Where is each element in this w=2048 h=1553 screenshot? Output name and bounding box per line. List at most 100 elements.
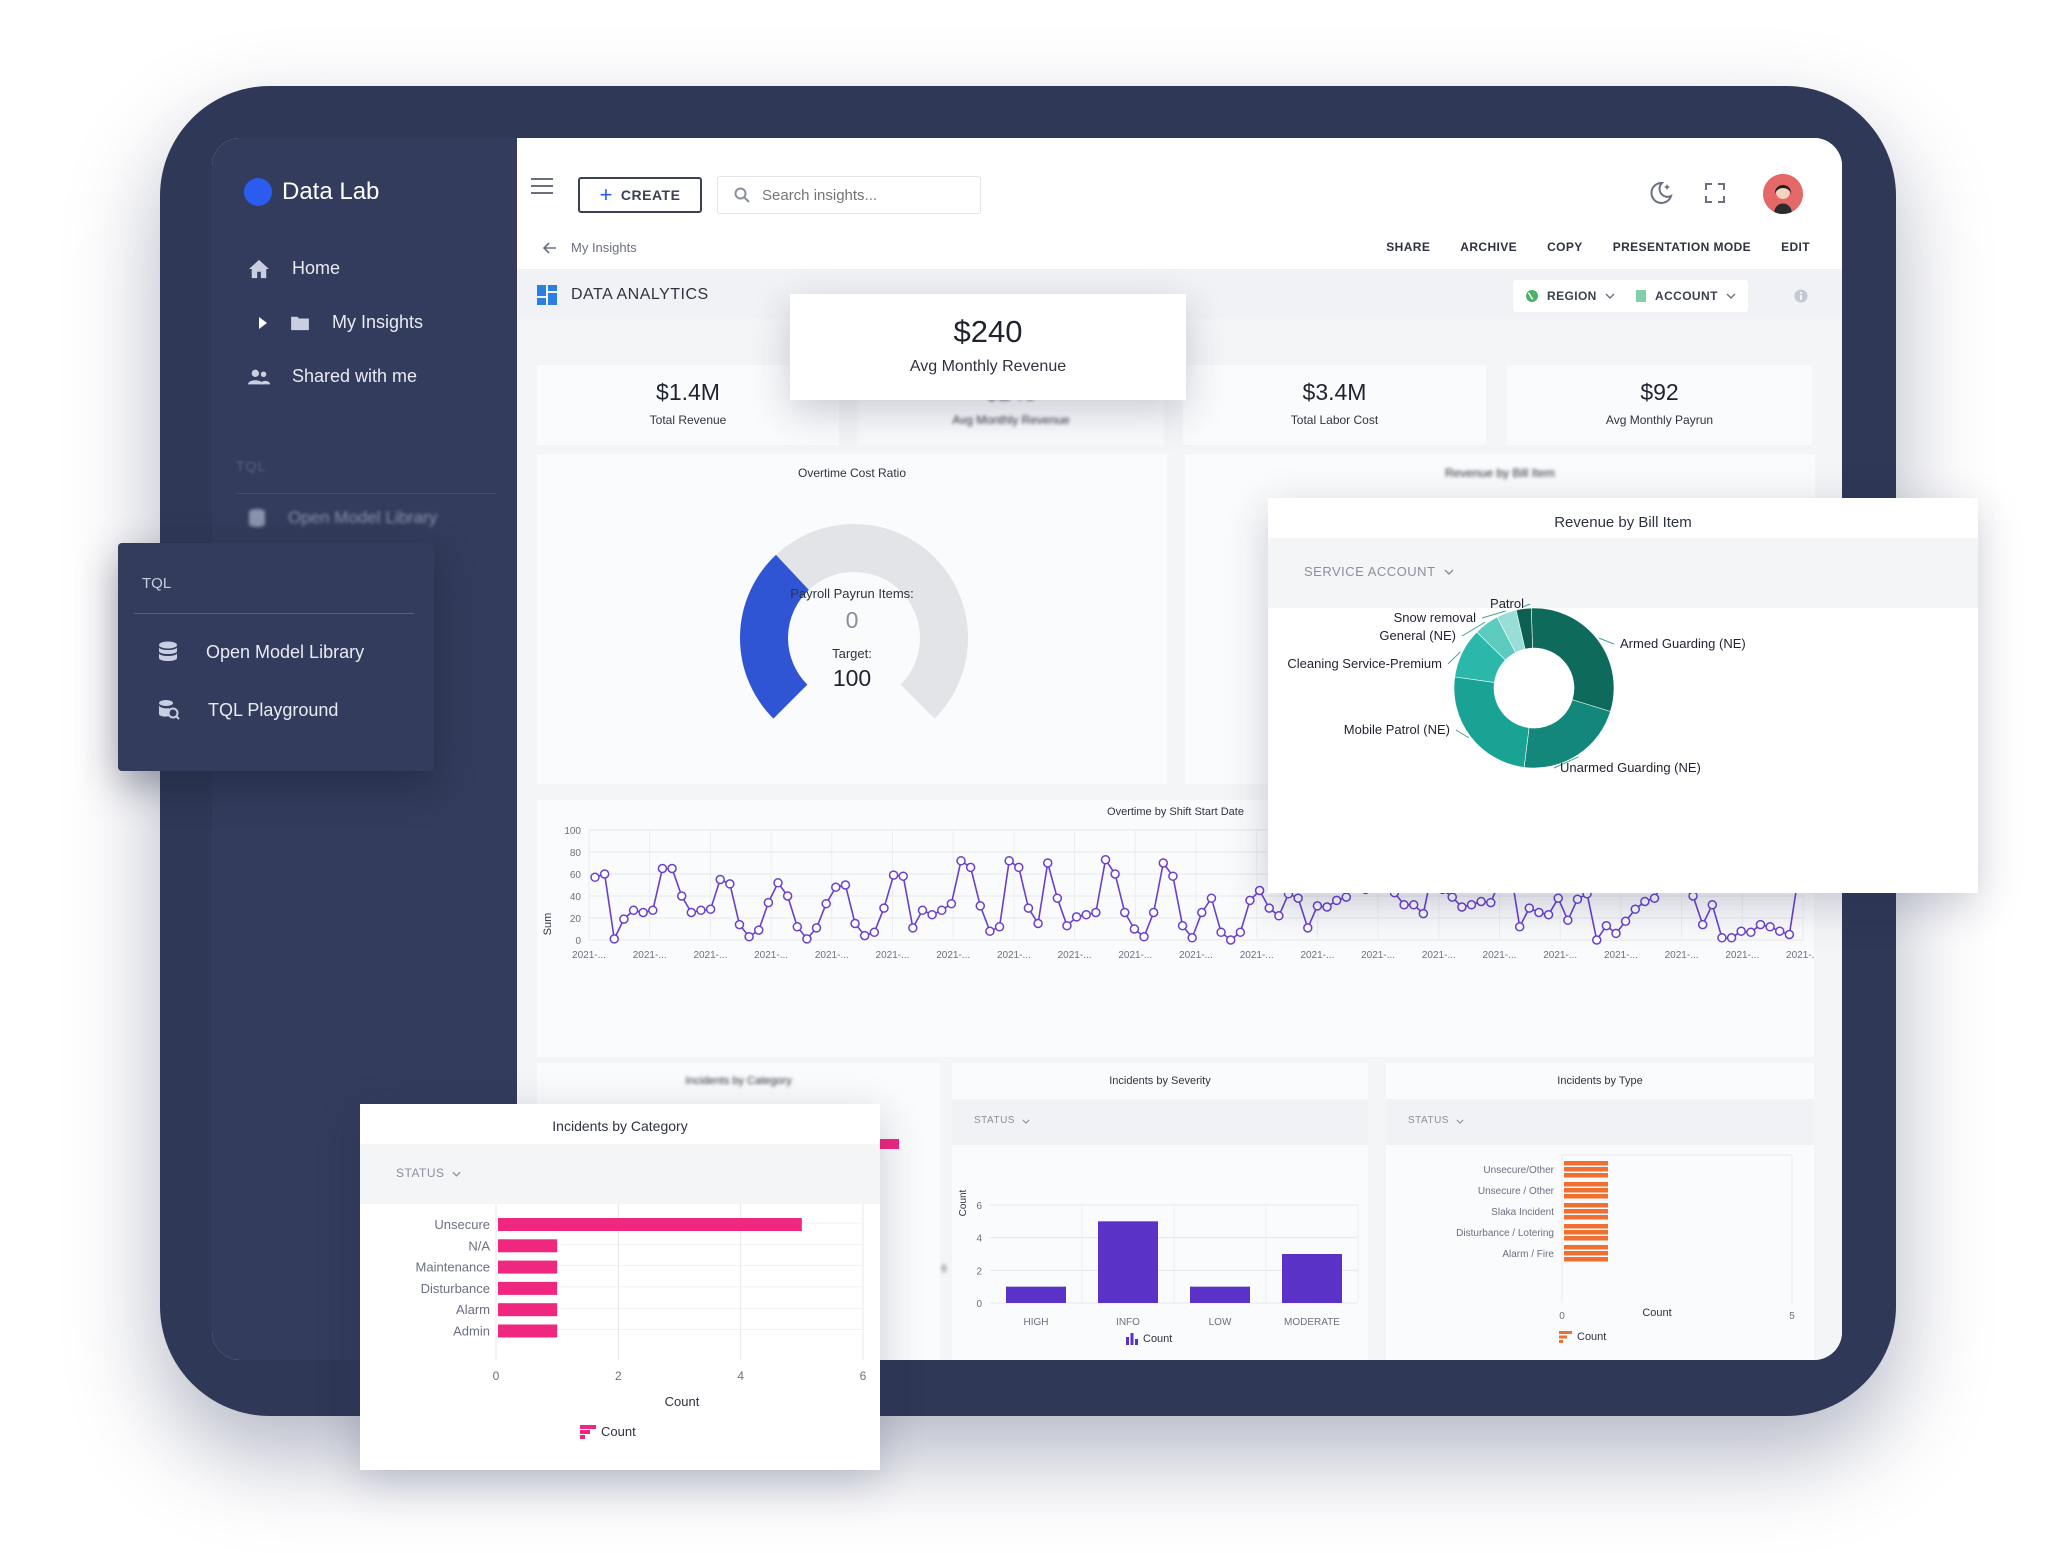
type-card-title: Incidents by Type xyxy=(1557,1075,1643,1087)
gauge-fill xyxy=(740,554,810,719)
line-point xyxy=(1514,922,1525,932)
create-label: CREATE xyxy=(620,187,681,203)
line-point xyxy=(1755,919,1766,930)
kpi-total-revenue: $1.4M Total Revenue xyxy=(537,365,839,445)
menu-item-open-model-library[interactable]: Open Model Library xyxy=(158,641,364,663)
sidebar-item-label: Shared with me xyxy=(292,366,418,386)
line-point xyxy=(1148,907,1159,918)
revenue-popup: Revenue by Bill Item SERVICE ACCOUNT Arm… xyxy=(1268,498,1978,893)
kpi-popup-value: $240 xyxy=(953,314,1023,349)
line-chart-xtick: 2021-... xyxy=(1300,950,1334,961)
region-filter-label: REGION xyxy=(1547,289,1597,303)
line-point xyxy=(773,878,783,888)
line-chart-xtick: 2021-... xyxy=(1240,950,1274,961)
line-point xyxy=(734,919,745,930)
sidebar-item-my-insights[interactable]: My Insights xyxy=(258,312,423,333)
category-legend-label: Count xyxy=(601,1424,636,1439)
copy-button[interactable]: COPY xyxy=(1547,240,1583,254)
line-point xyxy=(927,909,937,920)
line-chart-xtick: 2021-... xyxy=(1422,950,1456,961)
category-bar xyxy=(498,1239,558,1253)
line-point xyxy=(1563,915,1573,925)
kpi-label: Total Labor Cost xyxy=(1290,413,1379,427)
type-bar xyxy=(1564,1167,1608,1172)
account-filter[interactable]: ACCOUNT xyxy=(1623,280,1748,312)
line-chart-xtick: 2021-... xyxy=(936,950,970,961)
presentation-mode-button[interactable]: PRESENTATION MODE xyxy=(1612,240,1752,254)
menu-icon[interactable] xyxy=(531,178,553,194)
fullscreen-icon[interactable] xyxy=(1704,182,1726,204)
category-status-filter[interactable]: STATUS xyxy=(396,1166,445,1180)
sidebar-divider xyxy=(236,493,496,494)
breadcrumb[interactable]: My Insights xyxy=(543,240,637,255)
donut-leader-line xyxy=(1447,651,1461,665)
gauge-title: Overtime Cost Ratio xyxy=(797,466,907,480)
archive-button[interactable]: ARCHIVE xyxy=(1460,240,1518,254)
severity-bar xyxy=(1190,1286,1250,1303)
top-bar: + CREATE xyxy=(517,138,1842,222)
back-arrow-icon[interactable] xyxy=(543,241,557,254)
line-point xyxy=(1620,916,1631,927)
action-bar: SHARE ARCHIVE COPY PRESENTATION MODE EDI… xyxy=(1386,240,1810,254)
breadcrumb-label[interactable]: My Insights xyxy=(571,240,637,255)
kpi-label: Total Revenue xyxy=(649,413,727,427)
dark-mode-icon[interactable] xyxy=(1648,180,1674,206)
create-button[interactable]: + CREATE xyxy=(578,177,702,213)
database-icon xyxy=(249,509,265,527)
kpi-value: $92 xyxy=(1640,379,1679,405)
sidebar-item-shared[interactable]: Shared with me xyxy=(248,366,417,387)
region-filter[interactable]: REGION xyxy=(1513,280,1627,312)
type-bar xyxy=(1564,1209,1608,1214)
kpi-value: $1.4M xyxy=(656,379,720,405)
line-chart-xtick: 2021-... xyxy=(1058,950,1092,961)
line-point xyxy=(908,923,918,933)
donut-hole xyxy=(1495,649,1573,727)
home-icon xyxy=(249,259,269,278)
search-box[interactable] xyxy=(717,176,981,214)
line-point xyxy=(965,862,976,873)
line-point xyxy=(1139,931,1149,942)
edit-button[interactable]: EDIT xyxy=(1781,240,1810,254)
severity-bar xyxy=(1006,1286,1066,1303)
type-bar xyxy=(1564,1188,1608,1193)
category-xtick: 2 xyxy=(615,1369,622,1383)
share-button[interactable]: SHARE xyxy=(1386,240,1431,254)
line-point xyxy=(1264,903,1274,913)
account-icon xyxy=(1636,290,1646,302)
line-point xyxy=(1042,858,1053,868)
sidebar-item-open-model-library[interactable]: Open Model Library xyxy=(248,508,437,528)
type-bar xyxy=(1564,1215,1608,1220)
line-point xyxy=(802,934,812,944)
search-icon xyxy=(734,187,750,203)
type-ytick: Unsecure / Other xyxy=(1478,1186,1555,1197)
search-input[interactable] xyxy=(762,186,962,204)
type-status-filter[interactable]: STATUS xyxy=(1408,1115,1449,1126)
category-tick-bg: 6 xyxy=(941,1263,948,1275)
severity-xtick: INFO xyxy=(1116,1317,1140,1328)
line-point xyxy=(821,898,831,909)
line-point xyxy=(763,897,774,908)
service-account-filter[interactable]: SERVICE ACCOUNT xyxy=(1304,564,1436,579)
line-point xyxy=(1717,933,1727,943)
line-point xyxy=(1235,927,1246,938)
donut-label: Snow removal xyxy=(1394,610,1476,625)
line-point xyxy=(1572,894,1583,905)
line-chart-xtick: 2021-... xyxy=(1118,950,1152,961)
line-point xyxy=(782,891,793,901)
severity-status-filter[interactable]: STATUS xyxy=(974,1115,1015,1126)
line-chart-xtick: 2021-... xyxy=(754,950,788,961)
donut-slice xyxy=(1515,607,1533,650)
avatar[interactable] xyxy=(1763,174,1803,214)
menu-item-tql-playground[interactable]: TQL Playground xyxy=(158,699,338,721)
donut-label: General (NE) xyxy=(1379,628,1456,643)
line-point xyxy=(744,931,754,942)
line-point xyxy=(1736,926,1746,936)
people-icon xyxy=(248,369,270,384)
info-icon[interactable] xyxy=(1794,289,1808,303)
breadcrumb-bar: My Insights SHARE ARCHIVE COPY PRESENTAT… xyxy=(517,222,1842,270)
severity-xtick: MODERATE xyxy=(1284,1317,1340,1328)
line-point xyxy=(1640,896,1650,907)
line-point xyxy=(753,925,764,935)
line-point xyxy=(1611,928,1621,939)
sidebar-item-home[interactable]: Home xyxy=(248,258,340,279)
